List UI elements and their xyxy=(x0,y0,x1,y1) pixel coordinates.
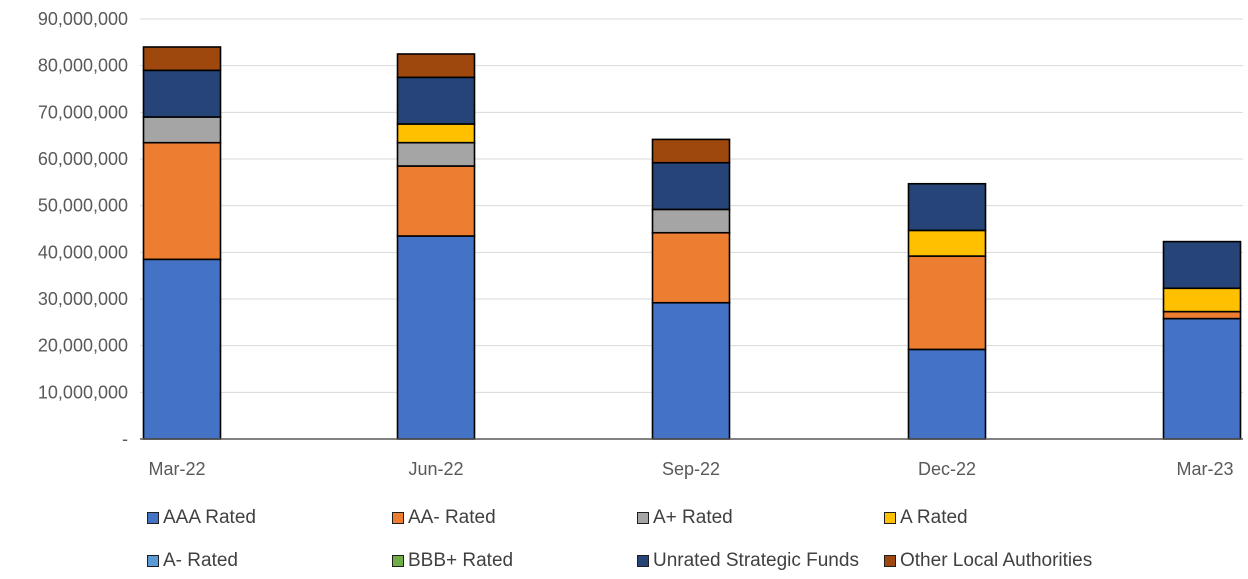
bar-segment-a-rated xyxy=(651,208,731,234)
bar-segment-other-local-authorities xyxy=(396,53,476,79)
bar-segment-aa-rated xyxy=(396,165,476,237)
bar-segment-a-rated xyxy=(396,141,476,167)
bar-segment-other-local-authorities xyxy=(142,46,222,72)
y-tick-label: 40,000,000 xyxy=(38,242,128,262)
x-tick-label: Dec-22 xyxy=(918,459,976,479)
y-tick-label: - xyxy=(122,429,128,449)
bar-segment-aa-rated xyxy=(142,141,222,261)
bar-segment-aaa-rated xyxy=(1162,317,1242,440)
x-tick-label: Mar-22 xyxy=(148,459,205,479)
x-tick-label: Jun-22 xyxy=(408,459,463,479)
x-tick-label: Sep-22 xyxy=(662,459,720,479)
bar-segment-a-rated xyxy=(1162,287,1242,313)
bar-segment-a-rated xyxy=(907,229,987,257)
bar-segment-aaa-rated xyxy=(907,348,987,440)
bar-segment-unrated-strategic-funds xyxy=(651,161,731,211)
x-tick-label: Mar-23 xyxy=(1176,459,1233,479)
bar-segment-unrated-strategic-funds xyxy=(396,76,476,125)
y-tick-label: 20,000,000 xyxy=(38,336,128,356)
bar-segment-unrated-strategic-funds xyxy=(907,182,987,232)
y-tick-label: 90,000,000 xyxy=(38,9,128,29)
bar-segment-unrated-strategic-funds xyxy=(142,69,222,118)
y-axis: - 10,000,000 20,000,000 30,000,000 40,000,00… xyxy=(38,9,128,449)
bar-segment-aa-rated xyxy=(907,255,987,351)
y-tick-label: 60,000,000 xyxy=(38,149,128,169)
bar-segment-other-local-authorities xyxy=(651,138,731,164)
bar-segment-a-rated xyxy=(396,123,476,144)
y-tick-label: 50,000,000 xyxy=(38,196,128,216)
bar-segment-a-rated xyxy=(142,116,222,144)
y-tick-label: 10,000,000 xyxy=(38,382,128,402)
x-axis: Mar-22 Jun-22 Sep-22 Dec-22 Mar-23 xyxy=(140,438,1243,479)
bar-segment-aaa-rated xyxy=(142,258,222,440)
bar-segment-aa-rated xyxy=(651,231,731,304)
y-tick-label: 70,000,000 xyxy=(38,102,128,122)
bar-segment-unrated-strategic-funds xyxy=(1162,240,1242,290)
y-tick-label: 30,000,000 xyxy=(38,289,128,309)
bar-segment-aaa-rated xyxy=(651,301,731,440)
bar-segment-aaa-rated xyxy=(396,235,476,440)
bar-stacks xyxy=(142,46,1242,440)
y-tick-label: 80,000,000 xyxy=(38,56,128,76)
bar-segment-aa-rated xyxy=(1162,310,1242,320)
